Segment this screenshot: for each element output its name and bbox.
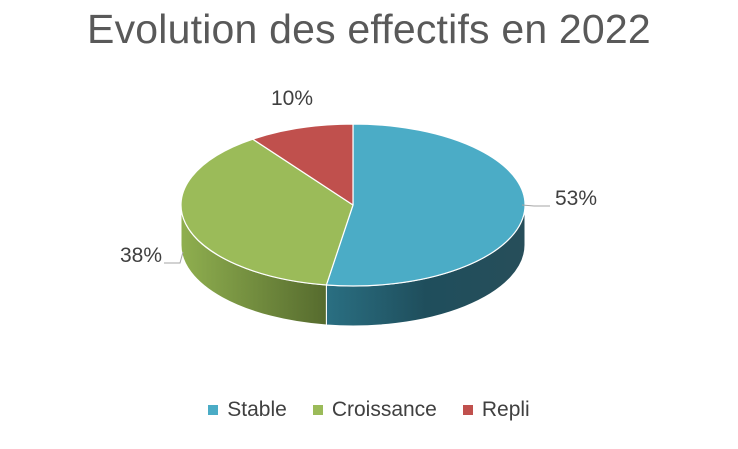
chart-title: Evolution des effectifs en 2022 bbox=[87, 6, 651, 52]
legend-swatch-repli bbox=[462, 405, 473, 415]
data-label-repli: 10% bbox=[271, 87, 313, 110]
legend: Stable Croissance Repli bbox=[0, 398, 738, 422]
legend-label-stable: Stable bbox=[227, 398, 287, 421]
legend-item-repli: Repli bbox=[462, 398, 530, 422]
legend-item-stable: Stable bbox=[208, 398, 287, 422]
pie-slice-repli bbox=[252, 123, 354, 206]
pie-data-labels: 53% 38% 10% bbox=[120, 87, 597, 267]
leader-line-croissance bbox=[164, 251, 184, 264]
legend-swatch-croissance bbox=[312, 405, 323, 415]
legend-swatch-stable bbox=[208, 405, 219, 415]
pie-leader-lines bbox=[164, 204, 550, 264]
data-label-stable: 53% bbox=[555, 187, 597, 210]
legend-item-croissance: Croissance bbox=[312, 398, 437, 422]
pie-tops bbox=[180, 123, 526, 287]
leader-line-stable bbox=[521, 204, 550, 207]
legend-label-repli: Repli bbox=[481, 398, 530, 421]
data-label-croissance: 38% bbox=[120, 244, 162, 267]
pie-slice-croissance bbox=[180, 138, 354, 286]
pie-slice-stable bbox=[325, 123, 526, 287]
legend-label-croissance: Croissance bbox=[331, 398, 437, 421]
